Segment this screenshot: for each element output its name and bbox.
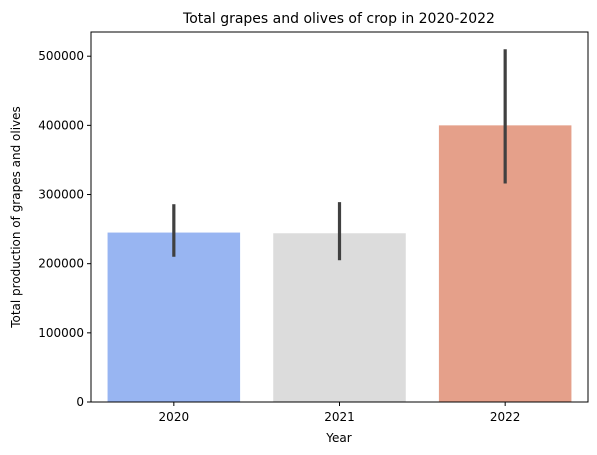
x-tick-label-2020: 2020 xyxy=(159,410,190,424)
axes-frame xyxy=(90,31,589,403)
y-tick-label-200000: 200000 xyxy=(38,257,84,271)
x-tick-label-2022: 2022 xyxy=(490,410,521,424)
y-axis-label: Total production of grapes and olives xyxy=(9,106,23,329)
y-tick-label-500000: 500000 xyxy=(38,49,84,63)
plot-area: 2020 2021 2022 0 100000 200000 300000 400000 500… xyxy=(38,31,589,424)
bar-2020 xyxy=(107,232,241,402)
y-tick-label-400000: 400000 xyxy=(38,118,84,132)
y-tick-label-0: 0 xyxy=(76,395,84,409)
y-tick-label-300000: 300000 xyxy=(38,188,84,202)
chart-title: Total grapes and olives of crop in 2020-… xyxy=(182,11,495,27)
y-tick-label-100000: 100000 xyxy=(38,326,84,340)
x-axis-label: Year xyxy=(325,431,351,445)
x-tick-label-2021: 2021 xyxy=(324,410,355,424)
bar-2021 xyxy=(273,233,406,402)
